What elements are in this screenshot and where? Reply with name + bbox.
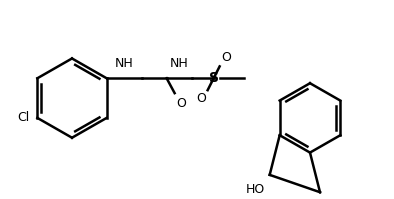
Text: HO: HO — [245, 183, 265, 196]
Text: Cl: Cl — [17, 111, 30, 124]
Text: NH: NH — [170, 57, 188, 70]
Text: S: S — [209, 71, 219, 85]
Text: O: O — [196, 92, 206, 105]
Text: NH: NH — [115, 57, 134, 70]
Text: O: O — [222, 51, 232, 64]
Text: O: O — [177, 97, 186, 110]
